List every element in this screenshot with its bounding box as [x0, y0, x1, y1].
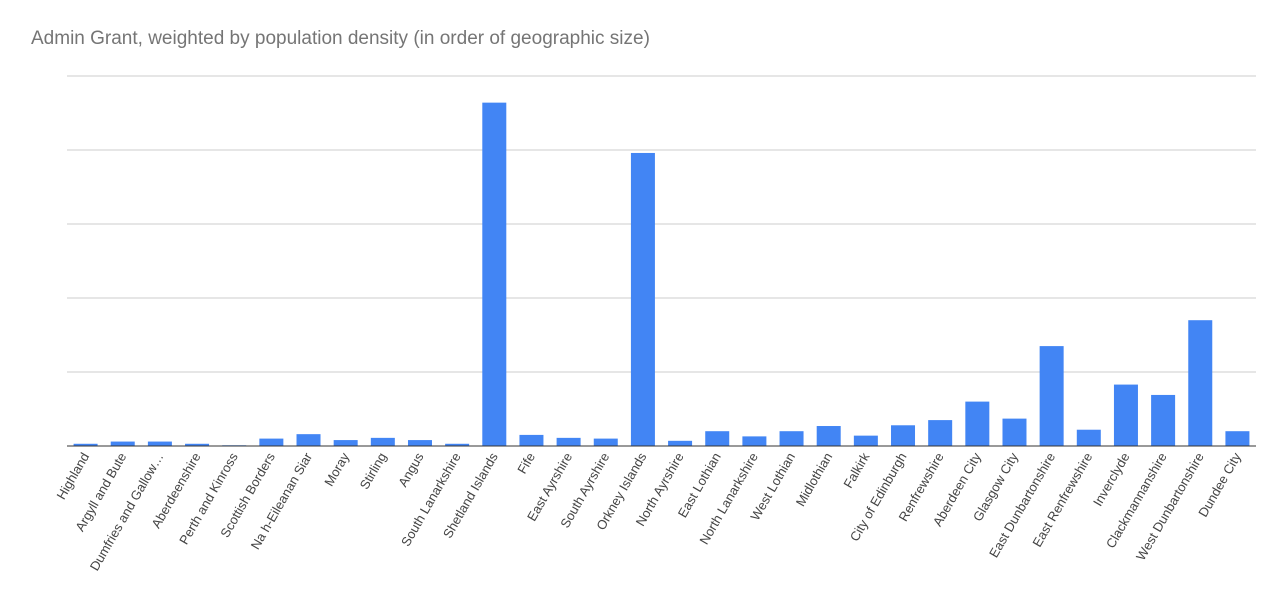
- bar: [1225, 431, 1250, 446]
- x-tick-label: Highland: [54, 450, 93, 502]
- bar: [816, 426, 841, 446]
- bar: [779, 431, 804, 446]
- bars: [73, 102, 1250, 447]
- bar: [928, 420, 953, 446]
- x-tick-label: Inverclyde: [1090, 450, 1133, 509]
- chart-title: Admin Grant, weighted by population dens…: [31, 28, 650, 49]
- x-tick-label: Moray: [321, 450, 352, 489]
- bar: [333, 440, 358, 446]
- x-tick-label: Fife: [514, 450, 538, 476]
- bar: [1002, 418, 1027, 446]
- bar: [73, 443, 98, 446]
- bar: [1039, 346, 1064, 446]
- bar: [1151, 394, 1176, 446]
- bar: [147, 441, 172, 446]
- bar: [630, 152, 655, 446]
- x-tick-label: Midlothian: [793, 450, 836, 509]
- bar: [853, 435, 878, 446]
- bar: [259, 438, 284, 446]
- bar: [1188, 320, 1213, 446]
- bar: [705, 431, 730, 446]
- bar: [110, 441, 135, 446]
- bar: [482, 102, 507, 446]
- bar: [593, 438, 618, 446]
- bar: [1113, 384, 1138, 446]
- x-tick-label: West Dunbartonshire: [1133, 450, 1207, 563]
- x-tick-label: Angus: [395, 450, 427, 490]
- bar: [445, 443, 470, 446]
- x-tick-label: Stirling: [357, 450, 390, 492]
- bar: [519, 434, 544, 446]
- bar: [407, 440, 432, 446]
- x-tick-label: East Dunbartonshire: [986, 450, 1058, 560]
- bar: [891, 425, 916, 446]
- bar: [1076, 429, 1101, 446]
- x-tick-label: Falkirk: [840, 450, 872, 491]
- gridlines: [67, 75, 1256, 373]
- bar: [370, 437, 395, 446]
- bar: [965, 401, 990, 446]
- bar: [742, 436, 767, 446]
- bar: [185, 443, 210, 446]
- bar: [296, 434, 321, 446]
- bar: [556, 437, 581, 446]
- bar: [668, 440, 693, 446]
